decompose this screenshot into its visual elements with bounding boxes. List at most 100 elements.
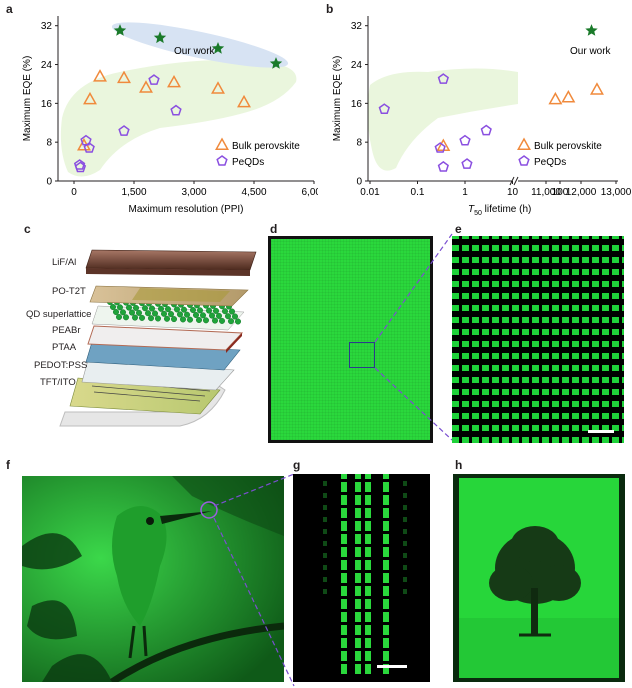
- qd-dot: [234, 318, 241, 325]
- qd-dot: [160, 310, 167, 317]
- qd-dot: [224, 313, 231, 320]
- data-point-triangle: [589, 82, 604, 95]
- x-tick-label: 10: [507, 187, 519, 198]
- data-point-pentagon: [148, 74, 160, 85]
- scale-bar-g: [377, 665, 407, 668]
- x-axis-label: Maximum resolution (PPI): [128, 204, 243, 215]
- x-tick-label: 11,000: [531, 187, 561, 198]
- legend-label-bulk: Bulk perovskite: [534, 141, 602, 152]
- qd-dot: [173, 306, 180, 313]
- zoom-lines-f-g: [213, 473, 295, 687]
- data-point-triangle: [93, 69, 107, 82]
- legend-marker-bulk: [517, 137, 531, 150]
- legend-marker-peqds: [216, 155, 228, 166]
- pixel-column-4: [383, 474, 389, 674]
- qd-dot: [179, 316, 186, 323]
- data-point-pentagon: [461, 158, 473, 169]
- tree-display-photo: [453, 474, 625, 682]
- y-tick-label: 24: [41, 60, 53, 71]
- legend-label-peqds: PeQDs: [534, 157, 566, 168]
- qd-dot: [112, 308, 119, 315]
- x-tick-label: 1,500: [121, 187, 146, 198]
- data-point-pentagon: [170, 104, 182, 116]
- qd-dot: [180, 306, 187, 313]
- pixel-column-3: [365, 474, 371, 674]
- layer-label-pedot-pss: PEDOT:PSS: [34, 360, 88, 371]
- layer-po-t2t-active: [132, 288, 230, 302]
- layer-label-po-t2t: PO-T2T: [52, 286, 86, 297]
- chart-a: 0 8 16 24 32 0 1,500 3,000 4,500 6,000 Maximum res…: [22, 16, 318, 215]
- y-tick-label: 16: [351, 99, 363, 110]
- layer-lif-al-edge: [86, 268, 250, 276]
- qd-dot: [151, 310, 158, 317]
- tree-image: [459, 526, 619, 678]
- data-point-pentagon: [73, 159, 86, 170]
- y-tick-label: 8: [46, 138, 52, 149]
- data-point-triangle: [561, 89, 576, 103]
- layer-label-ptaa: PTAA: [52, 342, 77, 353]
- qd-dot: [138, 314, 145, 321]
- panel-label-b: b: [326, 2, 334, 16]
- x-tick-label: 0.1: [411, 187, 425, 198]
- qd-dot: [205, 307, 212, 314]
- legend-label-peqds: PeQDs: [232, 157, 264, 168]
- data-point-pentagon: [459, 134, 471, 146]
- bird-image: [22, 476, 284, 682]
- y-tick-label: 32: [351, 21, 363, 32]
- qd-dot: [147, 315, 154, 322]
- data-point-pentagon: [378, 103, 390, 114]
- qd-dot: [221, 308, 228, 315]
- bird-display-photo: [22, 476, 284, 682]
- qd-dot: [189, 306, 196, 313]
- data-point-pentagon: [480, 124, 492, 136]
- y-tick-label: 24: [351, 60, 363, 71]
- qd-dot: [218, 317, 225, 324]
- x-tick-label: 0: [71, 187, 77, 198]
- data-point-pentagon: [434, 142, 446, 153]
- y-axis-label: Maximum EQE (%): [332, 56, 343, 142]
- qd-dot: [215, 312, 222, 319]
- data-point-star: [269, 57, 283, 69]
- panel-label-h: h: [455, 458, 463, 472]
- zoom-lines-d-e: [374, 233, 453, 441]
- data-point-pentagon: [83, 142, 95, 153]
- data-point-pentagon: [74, 161, 87, 173]
- x-tick-label: 6,000: [301, 187, 318, 198]
- qd-dot: [154, 315, 161, 322]
- data-point-star: [211, 42, 225, 54]
- annotation-our-work: Our work: [174, 46, 216, 57]
- y-tick-label: 0: [356, 177, 362, 188]
- data-point-pentagon: [437, 73, 449, 84]
- qd-dot: [208, 312, 215, 319]
- data-point-star: [113, 24, 127, 36]
- x-tick-label: 4,500: [241, 187, 266, 198]
- panel-label-c: c: [24, 222, 31, 236]
- scale-bar-e: [588, 430, 614, 433]
- y-tick-label: 8: [356, 138, 362, 149]
- qd-dot: [170, 316, 177, 323]
- y-tick-label: 16: [41, 99, 53, 110]
- pixel-column-dim-1: [323, 474, 327, 594]
- qd-dot: [125, 304, 132, 311]
- qd-dot: [196, 307, 203, 314]
- pixel-column-1: [341, 474, 347, 674]
- qd-dot: [144, 310, 151, 317]
- our-work-region: [111, 22, 289, 68]
- data-point-pentagon: [118, 125, 130, 136]
- qd-dot: [157, 305, 164, 312]
- x-tick-label: 3,000: [181, 187, 206, 198]
- data-point-star: [153, 31, 167, 44]
- qd-dot: [199, 312, 206, 319]
- qd-dot: [141, 305, 148, 312]
- data-point-triangle: [139, 80, 153, 93]
- zoom-box: [349, 342, 375, 368]
- x-axis-label: T50 lifetime (h): [468, 204, 531, 217]
- panel-label-f: f: [6, 458, 10, 472]
- qd-dot: [186, 316, 193, 323]
- qd-dot: [163, 315, 170, 322]
- x-tick-label: 0.01: [360, 187, 380, 198]
- data-point-triangle: [83, 91, 97, 105]
- annotation-our-work: Our work: [570, 46, 612, 57]
- qd-dot: [195, 316, 202, 323]
